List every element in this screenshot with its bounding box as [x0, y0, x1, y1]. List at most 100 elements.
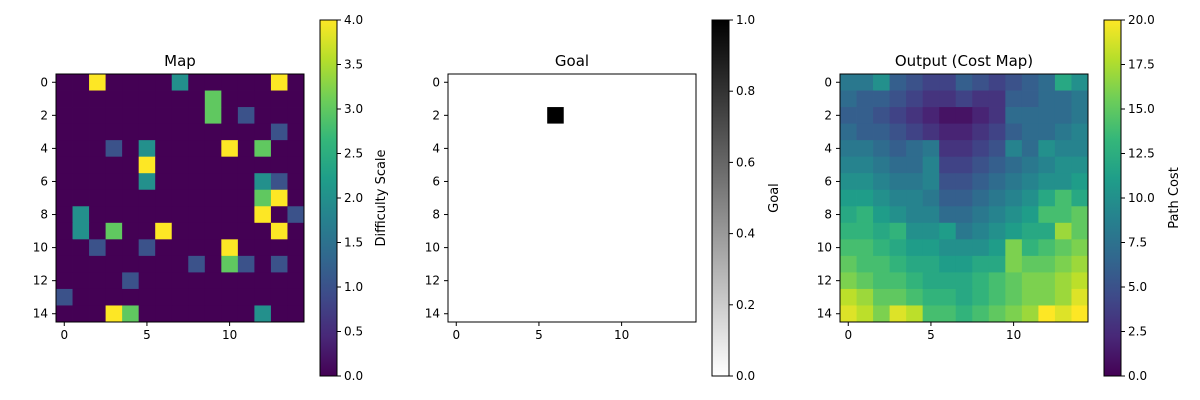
- goal-cell: [646, 222, 664, 240]
- goal-cell: [596, 90, 614, 108]
- cost-map-cell: [1071, 173, 1089, 191]
- panel-goal: Goal 0 5 10 0 2 4 6 8 10 12 14 0.0 0.2 0.4 0.6 0.8 1.0…: [425, 13, 782, 383]
- goal-cell: [662, 140, 680, 158]
- map-cell: [155, 288, 173, 306]
- map-cell: [237, 140, 255, 158]
- cost-map-cell: [1054, 173, 1072, 191]
- map-cell: [204, 189, 222, 207]
- cost-map-cell: [1038, 156, 1056, 174]
- cost-map-y-tick-label: 12: [817, 274, 832, 288]
- map-cell: [188, 288, 206, 306]
- map-cell: [105, 206, 123, 224]
- cost-map-cell: [906, 140, 924, 158]
- cost-map-cell: [988, 156, 1006, 174]
- map-cell: [171, 140, 189, 158]
- cost-map-cell: [856, 239, 874, 257]
- map-cell: [105, 74, 123, 91]
- map-cell: [287, 206, 305, 224]
- map-cell: [270, 74, 288, 91]
- map-cell: [56, 255, 73, 273]
- goal-cell: [448, 74, 465, 91]
- cost-map-cell: [988, 189, 1006, 207]
- goal-cell: [580, 140, 598, 158]
- map-cell: [89, 107, 106, 124]
- map-cell: [188, 239, 206, 257]
- cost-map-heatmap: [840, 74, 1089, 323]
- map-cell: [122, 255, 140, 273]
- map-cell: [155, 173, 173, 191]
- goal-cell: [596, 206, 614, 224]
- cost-map-cell: [972, 206, 990, 224]
- map-cell: [204, 123, 222, 141]
- goal-cell: [629, 74, 647, 91]
- goal-cell: [464, 206, 482, 224]
- cost-map-cell: [972, 90, 990, 108]
- map-cell: [72, 288, 90, 306]
- cost-map-cell: [1021, 272, 1039, 290]
- cost-map-cell: [1038, 272, 1056, 290]
- map-cell: [56, 140, 73, 158]
- goal-y-tick-label: 4: [432, 141, 440, 155]
- cost-map-colorbar-tick-label: 5.0: [1128, 280, 1147, 294]
- cost-map-cell: [889, 189, 907, 207]
- map-cell: [237, 288, 255, 306]
- map-cell: [155, 140, 173, 158]
- map-cell: [171, 255, 189, 273]
- cost-map-y-tick-label: 8: [824, 208, 832, 222]
- map-cell: [122, 140, 140, 158]
- map-cell: [221, 173, 239, 191]
- map-cell: [122, 222, 140, 240]
- cost-map-cell: [939, 156, 957, 174]
- goal-cell: [497, 107, 515, 124]
- map-colorbar-tick-label: 2.5: [344, 147, 363, 161]
- map-cell: [270, 272, 288, 290]
- map-cell: [155, 206, 173, 224]
- goal-cell: [514, 206, 532, 224]
- goal-cell: [497, 288, 515, 306]
- cost-map-cell: [1038, 107, 1056, 124]
- cost-map-title: Output (Cost Map): [895, 52, 1033, 70]
- map-cell: [287, 90, 305, 108]
- map-cell: [89, 189, 106, 207]
- goal-cell: [662, 107, 680, 124]
- goal-cell: [514, 123, 532, 141]
- map-cell: [171, 74, 189, 91]
- map-cell: [72, 189, 90, 207]
- map-cell: [138, 74, 156, 91]
- goal-cell: [613, 173, 631, 191]
- map-x-tick-label: 10: [222, 328, 237, 342]
- goal-cell: [662, 90, 680, 108]
- map-cell: [237, 90, 255, 108]
- map-colorbar-tick-label: 3.5: [344, 58, 363, 72]
- cost-map-cell: [939, 90, 957, 108]
- cost-map-cell: [873, 288, 890, 306]
- goal-x-tick-label: 5: [535, 328, 543, 342]
- cost-map-cell: [1054, 74, 1072, 91]
- map-cell: [270, 305, 288, 323]
- map-cell: [171, 173, 189, 191]
- cost-map-cell: [922, 305, 940, 323]
- goal-cell: [497, 239, 515, 257]
- cost-map-cell: [1021, 222, 1039, 240]
- cost-map-cell: [906, 123, 924, 141]
- cost-map-cell: [906, 255, 924, 273]
- goal-cell: [596, 189, 614, 207]
- cost-map-colorbar-tick-label: 15.0: [1128, 102, 1155, 116]
- goal-cell: [497, 123, 515, 141]
- goal-cell: [530, 74, 548, 91]
- cost-map-cell: [873, 156, 890, 174]
- goal-cell: [662, 222, 680, 240]
- cost-map-cell: [856, 222, 874, 240]
- cost-map-cell: [955, 90, 973, 108]
- cost-map-cell: [922, 140, 940, 158]
- map-cell: [221, 239, 239, 257]
- cost-map-cell: [1038, 305, 1056, 323]
- cost-map-cell: [840, 288, 857, 306]
- goal-cell: [448, 107, 465, 124]
- goal-plot-frame: [447, 73, 697, 323]
- goal-colorbar-gradient: [711, 19, 730, 377]
- goal-cell: [464, 255, 482, 273]
- map-cell: [138, 206, 156, 224]
- cost-map-cell: [1005, 156, 1023, 174]
- cost-map-cell: [889, 305, 907, 323]
